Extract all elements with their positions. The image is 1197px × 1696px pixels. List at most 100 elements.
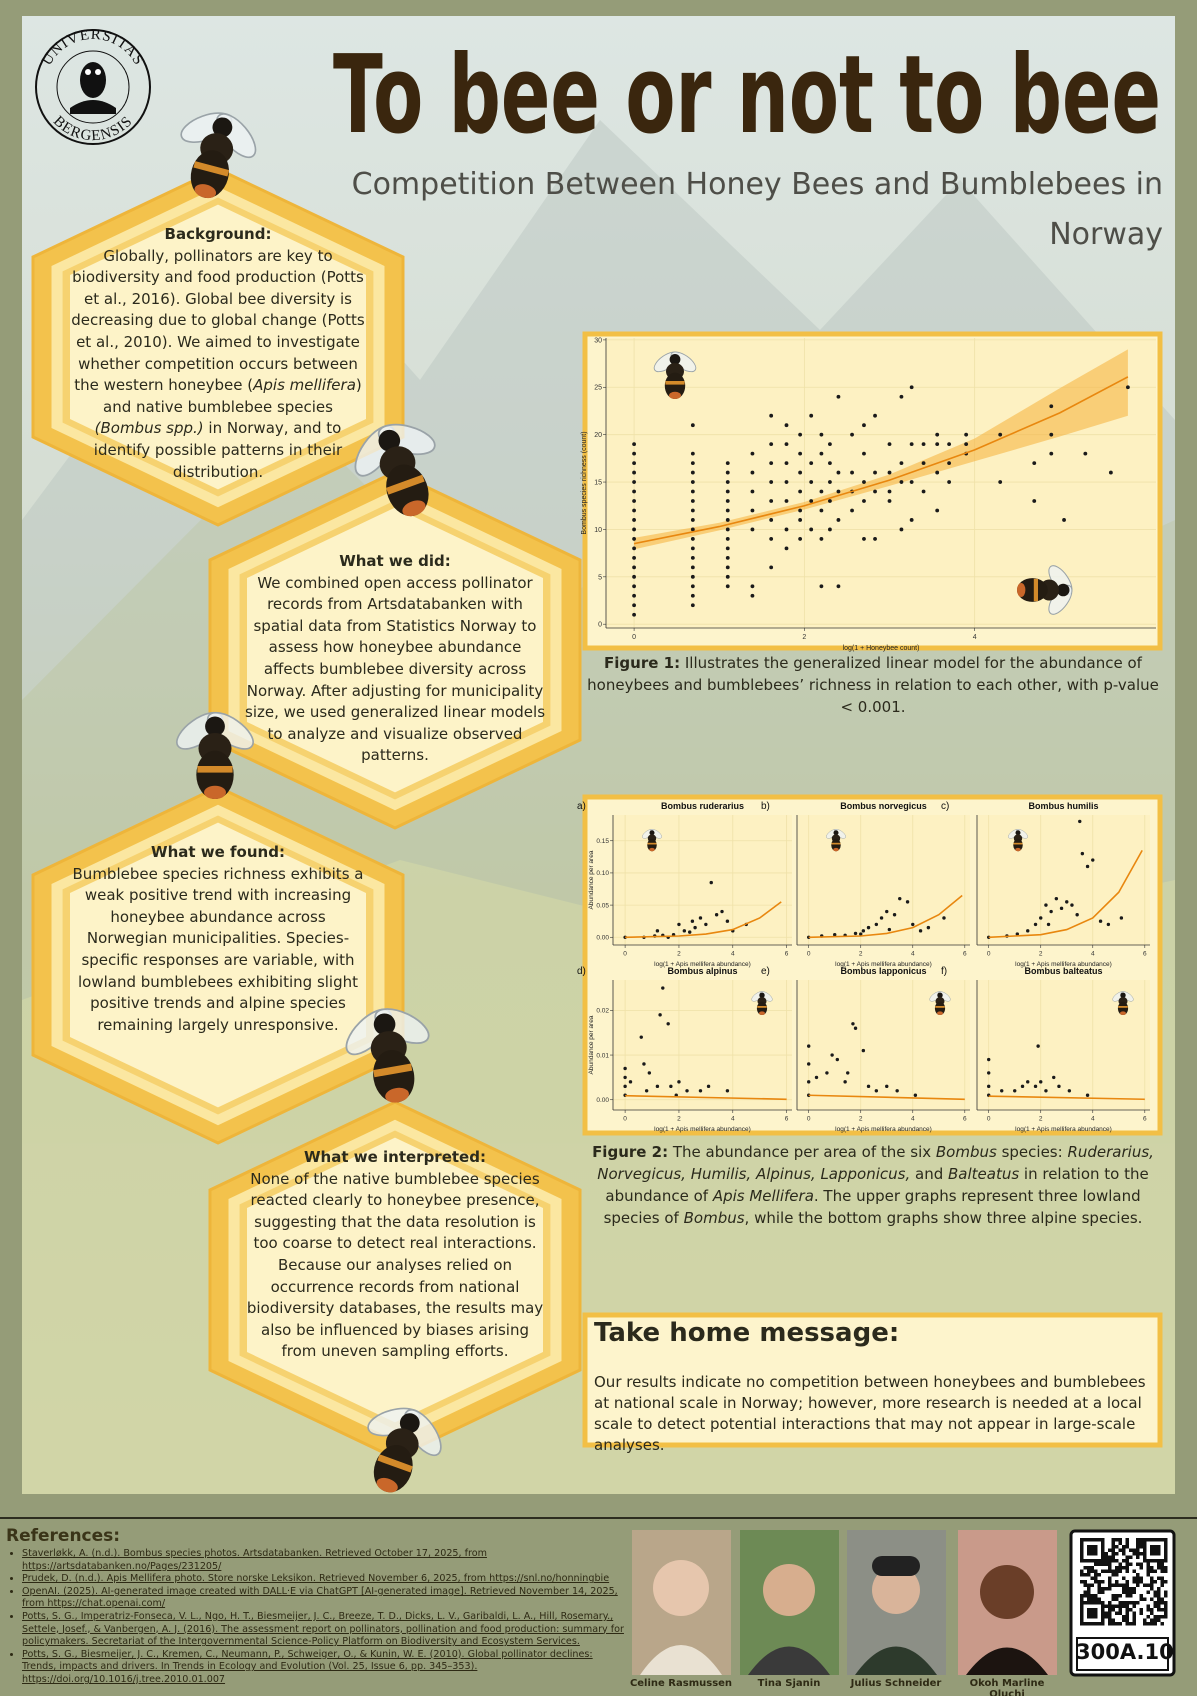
- fit-line: [808, 1094, 965, 1101]
- data-point: [784, 442, 789, 447]
- data-point: [1032, 499, 1037, 503]
- qr-cell: [1094, 1569, 1098, 1573]
- y-tick-label: 25: [594, 385, 602, 392]
- qr-cell: [1157, 1597, 1161, 1601]
- y-tick-label: 0.02: [596, 1008, 609, 1015]
- x-axis-label: log(1 + Apis mellifera abundance): [835, 961, 932, 968]
- data-point: [623, 1066, 627, 1071]
- qr-cell: [1136, 1548, 1140, 1552]
- x-tick-label: 4: [1091, 951, 1095, 958]
- qr-cell: [1125, 1608, 1129, 1612]
- qr-cell: [1125, 1569, 1129, 1573]
- x-tick-label: 0: [623, 951, 627, 958]
- qr-cell: [1111, 1618, 1115, 1622]
- qr-cell: [1122, 1615, 1126, 1619]
- section-body: Bumblebee species richness exhibits a we…: [68, 864, 368, 1037]
- qr-cell: [1122, 1601, 1126, 1605]
- data-point: [836, 470, 841, 475]
- qr-cell: [1108, 1583, 1112, 1587]
- data-point: [725, 508, 730, 513]
- qr-cell: [1108, 1611, 1112, 1615]
- qr-cell: [1090, 1566, 1094, 1570]
- qr-cell: [1132, 1601, 1136, 1605]
- data-point: [887, 927, 892, 932]
- qr-cell: [1136, 1541, 1140, 1545]
- fit-line: [625, 901, 782, 939]
- data-point: [819, 508, 824, 513]
- data-point: [809, 480, 814, 484]
- qr-cell: [1153, 1601, 1157, 1605]
- qr-cell: [1122, 1576, 1126, 1580]
- text-run: and: [910, 1165, 948, 1183]
- x-tick-label: 4: [731, 1116, 735, 1123]
- data-point: [632, 593, 636, 598]
- qr-cell: [1108, 1569, 1112, 1573]
- x-tick-label: 2: [859, 1116, 863, 1123]
- x-tick-label: 4: [911, 1116, 915, 1123]
- data-point: [873, 470, 877, 475]
- data-point: [750, 470, 755, 475]
- plot-area: [613, 815, 792, 945]
- qr-cell: [1115, 1573, 1119, 1577]
- section-body: Globally, pollinators are key to biodive…: [68, 246, 368, 484]
- qr-cell: [1160, 1608, 1164, 1612]
- data-point: [725, 518, 730, 522]
- x-tick-label: 4: [1091, 1116, 1095, 1123]
- qr-cell: [1146, 1604, 1150, 1608]
- data-point: [935, 508, 940, 513]
- qr-finder: [1080, 1601, 1105, 1626]
- qr-cell: [1157, 1615, 1161, 1619]
- qr-cell: [1097, 1580, 1101, 1584]
- qr-cell: [1083, 1573, 1087, 1577]
- y-tick-label: 0.01: [596, 1052, 609, 1059]
- section: Background: Globally, pollinators are ke…: [68, 224, 368, 483]
- qr-cell: [1115, 1580, 1119, 1584]
- qr-cell: [1122, 1587, 1126, 1591]
- data-point: [987, 1057, 991, 1062]
- text-run: in relation to the abundance of: [605, 1165, 1149, 1205]
- qr-cell: [1094, 1597, 1098, 1601]
- data-point: [798, 508, 803, 513]
- qr-cell: [1122, 1566, 1126, 1570]
- text-run: The abundance per area of the six: [668, 1143, 936, 1161]
- qr-cell: [1115, 1566, 1119, 1570]
- qr-cell: [1153, 1580, 1157, 1584]
- y-tick-label: 0.05: [596, 902, 609, 909]
- data-point: [709, 880, 713, 885]
- qr-cell: [1111, 1538, 1115, 1542]
- qr-cell: [1111, 1555, 1115, 1559]
- data-point: [658, 1013, 662, 1017]
- qr-cell: [1115, 1552, 1119, 1556]
- x-tick-label: 0: [807, 951, 811, 958]
- panel-title: Bombus lapponicus: [840, 966, 926, 976]
- data-point: [809, 527, 814, 532]
- qr-cell: [1083, 1594, 1087, 1598]
- data-point: [898, 896, 902, 901]
- qr-cell: [1157, 1587, 1161, 1591]
- qr-cell: [1139, 1566, 1143, 1570]
- qr-cell: [1164, 1611, 1168, 1615]
- qr-cell: [1111, 1559, 1115, 1563]
- qr-cell: [1132, 1580, 1136, 1584]
- qr-cell: [1150, 1580, 1154, 1584]
- data-point: [873, 413, 877, 418]
- x-tick-label: 2: [802, 634, 806, 641]
- data-point: [632, 470, 636, 475]
- qr-cell: [1097, 1587, 1101, 1591]
- text-run: Apis mellifera: [253, 376, 356, 395]
- qr-cell: [1129, 1601, 1133, 1605]
- data-point: [873, 537, 877, 541]
- qr-cell: [1083, 1566, 1087, 1570]
- panel-tag: f): [941, 966, 947, 977]
- qr-cell: [1150, 1597, 1154, 1601]
- y-tick-label: 20: [594, 432, 602, 439]
- qr-cell: [1153, 1594, 1157, 1598]
- qr-cell: [1118, 1601, 1122, 1605]
- qr-cell: [1164, 1594, 1168, 1598]
- qr-cell: [1115, 1594, 1119, 1598]
- x-tick-label: 2: [1039, 1116, 1043, 1123]
- data-point: [690, 480, 695, 484]
- data-point: [836, 518, 841, 522]
- data-point: [632, 489, 636, 494]
